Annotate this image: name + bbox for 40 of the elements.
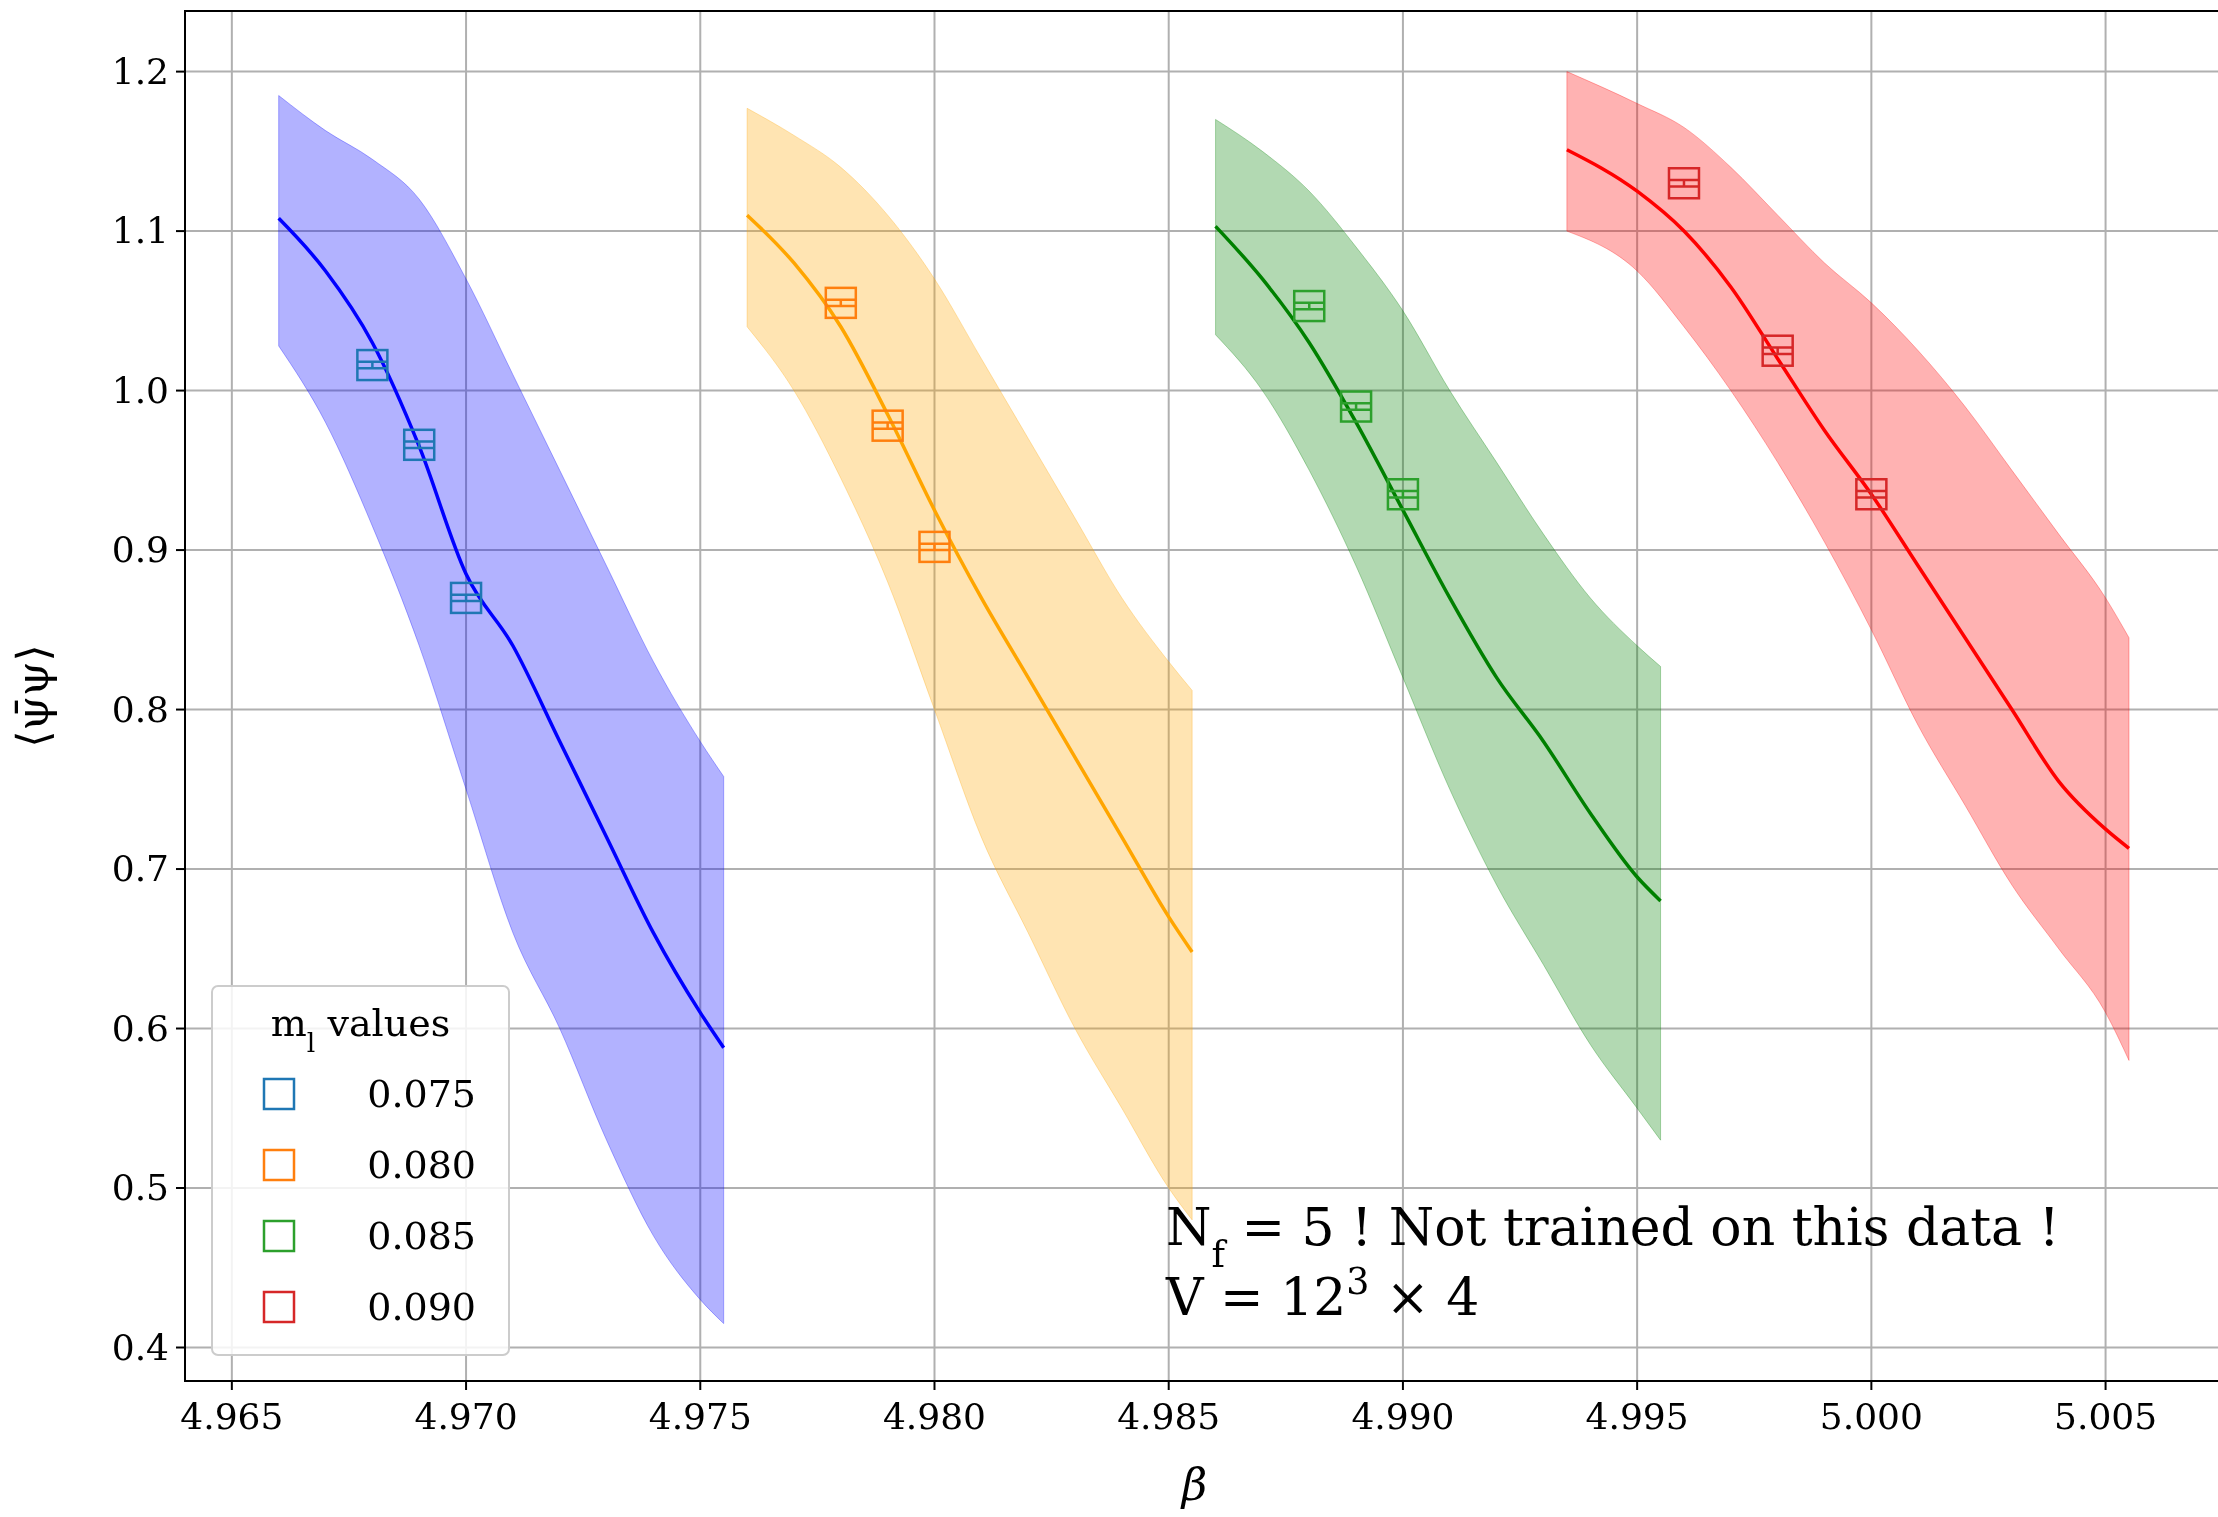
legend-title: m$_{l}$ values	[270, 1001, 451, 1058]
y-tick-label: 0.4	[111, 1326, 169, 1368]
y-axis-title: ⟨ψ̄ψ⟩	[7, 644, 58, 748]
x-tick-label: 4.980	[882, 1396, 987, 1437]
x-tick-label: 4.985	[1117, 1396, 1221, 1437]
point	[1339, 390, 1373, 423]
line-series	[1565, 148, 2131, 851]
x-tick-label: 5.000	[1819, 1396, 1923, 1437]
line-series	[1213, 224, 1663, 903]
point	[824, 286, 858, 320]
y-tick-label: 0.7	[111, 848, 169, 890]
x-tick-label: 4.995	[1585, 1396, 1689, 1437]
legend-label: 0.090	[367, 1285, 476, 1329]
x-tick-label: 4.975	[648, 1396, 752, 1437]
y-tick-label: 0.5	[111, 1167, 169, 1209]
y-tick-label: 0.6	[111, 1007, 169, 1049]
x-axis-title: β	[1179, 1459, 1208, 1510]
point	[1386, 478, 1420, 511]
point	[918, 530, 951, 564]
y-tick-label: 0.8	[111, 688, 169, 730]
y-tick-label: 1.0	[111, 369, 169, 411]
x-tick-label: 4.965	[180, 1396, 284, 1437]
point	[1667, 167, 1701, 200]
y-tick-label: 0.9	[111, 529, 169, 571]
x-tick-label: 4.990	[1351, 1396, 1455, 1437]
x-tick-label: 5.005	[2054, 1396, 2158, 1437]
x-tick-label: 4.970	[414, 1396, 518, 1437]
y-tick-label: 1.2	[111, 50, 169, 92]
legend-label: 0.085	[367, 1214, 476, 1258]
legend-label: 0.075	[367, 1072, 476, 1116]
point	[1855, 478, 1888, 511]
point	[1761, 334, 1794, 367]
point	[449, 581, 483, 615]
legend-label: 0.080	[367, 1143, 476, 1187]
point	[402, 428, 436, 462]
y-tick-label: 1.1	[111, 210, 169, 252]
line-series	[745, 213, 1194, 954]
point	[356, 348, 389, 382]
point	[1292, 289, 1326, 323]
point	[871, 409, 904, 442]
